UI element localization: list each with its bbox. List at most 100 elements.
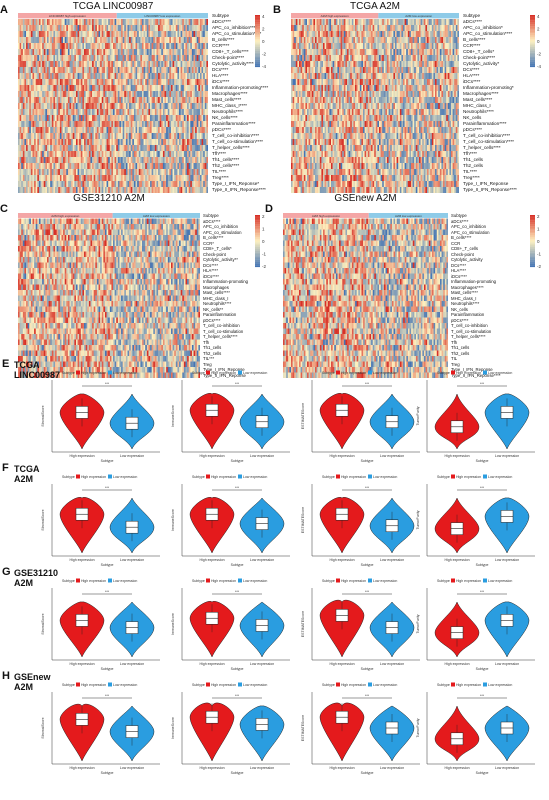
heatmap-row-label: Cytolytic_activity* [463,61,500,66]
heatmap-row-label: Type_II_IFN_Reponse [203,372,246,378]
x-tick-low: Low expression [250,662,274,666]
violin-plot: Subtype High expression Low expression Immu… [171,578,290,671]
legend-tick: 2 [262,215,265,219]
heatmap-row-label: Treg [451,361,460,367]
heatmap-row-label: aDCs**** [212,19,231,24]
group-label-high: A2M high expression [321,14,349,18]
heatmap-row-label: iDCs**** [212,79,230,84]
row-title-line2: LINC00987 [14,370,61,380]
group-label-low: A2M low expression [405,14,432,18]
x-tick-low: Low expression [495,766,519,770]
heatmap-row-label: T_cell_co-inhibition [451,323,488,328]
legend-low: Low expression [113,371,137,375]
subtype-bar-low [112,213,200,218]
y-axis-label: StromalScore [41,717,45,738]
heatmap-row-label: Th1_cells [463,157,483,162]
heatmap-row-label: pDCs**** [203,317,221,323]
heatmap-row-label: T_cell_co-inhibition**** [212,133,260,138]
heatmap-row-label: NK_cells**** [212,115,238,120]
legend-low: Low expression [488,579,512,583]
panel-letter-f: F [2,462,9,474]
heatmap-c: A2M high expression A2M low expression [18,213,200,378]
heatmap-row-label: Macrophages**** [212,91,248,96]
row-title: TCGA A2M [14,464,40,484]
legend-tick: -1 [537,252,541,257]
x-tick-low: Low expression [380,662,404,666]
legend-tick: 2 [537,215,540,219]
heatmap-row-label: CD8+_T_cells**** [212,49,249,54]
heatmap-row-label: Mast_cells**** [203,290,230,295]
legend-low: Low expression [373,579,397,583]
violin-plot: Subtype High expression Low expression Immu… [171,682,290,775]
x-tick-low: Low expression [495,454,519,458]
x-axis-label: Subtype [361,563,374,567]
legend-title: Subtype [62,475,75,479]
subtype-bar-low [378,13,459,19]
legend-title: Subtype [437,475,450,479]
x-axis-label: Subtype [231,563,244,567]
legend-title: Subtype [192,475,205,479]
heatmap-row-label: Subtype [203,213,219,218]
heatmap-row-label: DCs**** [212,67,229,72]
heatmap-row-label: APC_co_inhibition [451,224,486,229]
y-axis-label: TumorPurity [416,510,420,529]
x-tick-low: Low expression [380,558,404,562]
x-axis-label: Subtype [476,667,489,671]
heatmap-row-label: aDCs**** [451,218,469,224]
violin-plot: Subtype High expression Low expression Stro… [41,682,160,775]
legend-low: Low expression [113,475,137,479]
significance-label: *** [480,590,485,594]
legend-low: Low expression [373,475,397,479]
significance-label: *** [365,486,370,490]
legend-high: High expression [211,475,236,479]
x-tick-high: High expression [199,766,224,770]
y-axis-label: TumorPurity [416,406,420,425]
heatmap-row-label: Mast_cells**** [463,97,493,102]
heatmap-row-label: Cytolytic_activity** [203,257,238,262]
color-scale-legend: 4 2 0 -2 -4 [255,15,266,69]
panel-letter-b: B [273,4,281,16]
heatmap-row-label: pDCs**** [463,127,482,132]
group-label-high: LINC00987 high expression [49,14,86,18]
heatmap-row-label: Check-point [203,251,226,257]
legend-low: Low expression [488,683,512,687]
panel-letter-a: A [0,4,8,16]
heatmap-row-label: CCR**** [212,43,230,48]
legend-high: High expression [456,579,481,583]
violin-plot: Subtype High expression Low expression Tumo… [416,474,535,567]
heatmap-row-label: T_cell_co-stimulation [203,328,244,334]
heatmap-row-label: CD8+_T_cells [451,246,479,251]
heatmap-row-label: Macrophages [203,284,229,290]
heatmap-row-label: APC_co_stimulation**** [463,31,513,36]
legend-high: High expression [81,579,106,583]
heatmap-row-label: Neutrophils**** [451,301,480,306]
heatmap-row-label: T_helper_cells**** [212,145,250,150]
legend-tick: 1 [262,227,265,232]
heatmap-b: A2M high expression A2M low expression [291,13,459,193]
y-axis-label: ImmuneScore [171,613,175,635]
heatmap-row-label: aDCs**** [203,218,221,224]
x-tick-low: Low expression [120,454,144,458]
color-scale-legend: 4 2 0 -2 -4 [530,15,541,69]
violin-high [189,702,235,762]
violin-plot: Subtype High expression Low expression Stro… [41,474,160,567]
heatmap-row-label: HLA**** [212,73,229,78]
significance-label: *** [235,694,240,698]
group-label-high: A2M high expression [312,214,340,218]
heatmap-row-label: NK_cells [463,115,482,120]
significance-label: *** [365,590,370,594]
heatmap-row-label: HLA**** [463,73,480,78]
heatmap-row-label: T_helper_cells**** [203,334,238,339]
heatmap-row-label: MHC_class_I**** [212,103,247,108]
heatmap-row-label: Subtype [212,13,230,18]
subtype-bar-high [18,13,117,19]
legend-title: Subtype [62,683,75,687]
heatmap-row-label: T_cell_co-inhibition [203,323,240,328]
legend-title: Subtype [437,683,450,687]
significance-label: *** [105,382,110,386]
violin-plot: Subtype High expression Low expression Stro… [41,370,160,463]
x-tick-low: Low expression [120,766,144,770]
y-axis-label: ESTIMATEScore [301,403,305,429]
significance-label: *** [480,486,485,490]
legend-high: High expression [341,683,366,687]
